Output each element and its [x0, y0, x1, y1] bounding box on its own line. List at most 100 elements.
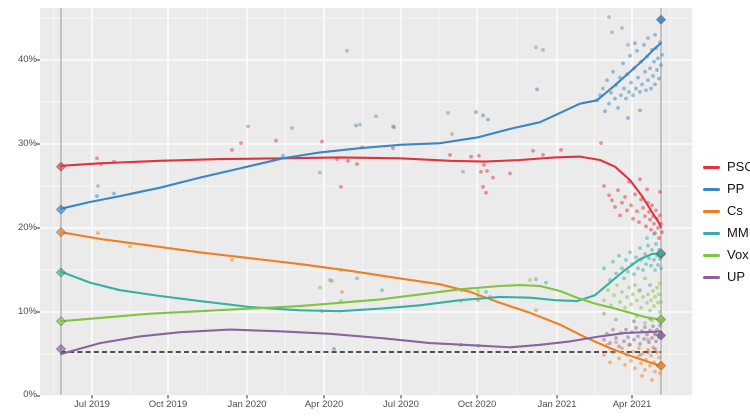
poll-point-mm	[634, 255, 638, 260]
poll-point-up	[638, 342, 642, 346]
x-tick-label: Apr 2021	[612, 399, 652, 410]
poll-point-up	[624, 327, 628, 332]
poll-point-mm	[641, 268, 645, 272]
legend-swatch-up	[703, 275, 720, 279]
poll-point-mm	[656, 263, 660, 267]
poll-point-cs	[629, 358, 633, 363]
poll-point-mm	[614, 271, 618, 276]
poll-point-up	[646, 350, 650, 355]
poll-point-pp	[635, 48, 639, 53]
poll-point-vox	[625, 294, 629, 299]
poll-point-mm	[649, 263, 653, 268]
poll-point-up	[622, 339, 626, 344]
poll-point-pp	[629, 80, 633, 85]
result-2019-psoe	[55, 161, 67, 172]
legend-label-vox: Vox	[727, 247, 749, 262]
y-tick-label: 40%	[17, 54, 37, 65]
poll-point-cs	[648, 363, 652, 368]
poll-point-pp	[651, 74, 655, 78]
legend-label-cs: Cs	[727, 203, 743, 218]
legend-label-mm: MM	[727, 225, 749, 240]
poll-point-vox	[641, 294, 645, 299]
poll-point-pp	[642, 42, 646, 47]
poll-point-psoe	[95, 156, 99, 161]
poll-point-psoe	[643, 214, 647, 219]
poll-point-pp	[640, 82, 644, 87]
trend-line-pp	[59, 42, 663, 210]
poll-point-psoe	[602, 184, 606, 188]
poll-point-pp	[638, 108, 642, 113]
poll-point-psoe	[647, 210, 651, 214]
poll-point-psoe	[633, 192, 637, 197]
poll-point-pp	[656, 56, 660, 61]
poll-point-other	[626, 42, 630, 47]
poll-point-pp	[603, 109, 607, 114]
poll-point-up	[638, 352, 642, 357]
poll-point-other	[614, 317, 618, 322]
result-2019-mm	[55, 267, 67, 278]
poll-point-pp	[633, 41, 637, 46]
legend-item-up: UP	[703, 269, 750, 285]
legend-swatch-vox	[703, 253, 720, 257]
plot-background	[40, 8, 692, 395]
poll-point-mm	[328, 278, 332, 282]
poll-point-cs	[641, 351, 645, 356]
poll-point-vox	[652, 304, 656, 309]
result-2021-pp	[655, 14, 667, 25]
poll-point-mm	[624, 258, 628, 262]
legend-item-pp: PP	[703, 181, 750, 197]
poll-point-pp	[652, 59, 656, 64]
poll-point-pp	[631, 93, 635, 98]
poll-point-pp	[655, 68, 659, 72]
poll-point-mm	[653, 268, 657, 272]
poll-point-up	[611, 327, 615, 332]
poll-point-other	[96, 184, 100, 188]
poll-point-up	[653, 331, 657, 336]
poll-point-up	[632, 337, 636, 342]
poll-point-vox	[623, 305, 627, 310]
poll-point-up	[651, 324, 655, 329]
poll-point-vox	[627, 285, 631, 290]
poll-point-psoe	[355, 162, 359, 167]
trend-line-up	[59, 328, 663, 356]
poll-point-pp	[474, 110, 478, 114]
poll-point-pp	[609, 90, 613, 95]
poll-point-psoe	[657, 236, 661, 240]
poll-point-vox	[656, 300, 660, 305]
poll-point-other	[446, 111, 450, 115]
poll-point-mm	[638, 246, 642, 251]
poll-point-vox	[643, 321, 647, 325]
poll-point-vox	[609, 303, 613, 308]
poll-point-pp	[646, 78, 650, 83]
poll-point-psoe	[631, 216, 635, 221]
y-tick-label: 30%	[17, 138, 37, 149]
poll-point-psoe	[448, 153, 452, 157]
poll-point-vox	[639, 305, 643, 310]
poll-point-other	[374, 114, 378, 119]
poll-point-psoe	[660, 230, 664, 235]
legend-swatch-mm	[703, 231, 720, 235]
poll-point-vox	[606, 288, 610, 293]
poll-point-psoe	[639, 197, 643, 202]
poll-point-pp	[653, 82, 657, 87]
y-tick-label: 20%	[17, 222, 37, 233]
poll-point-cs	[637, 346, 641, 351]
poll-point-pp	[112, 191, 116, 196]
poll-point-vox	[643, 276, 647, 281]
poll-point-psoe	[531, 148, 535, 153]
poll-point-mm	[650, 247, 654, 252]
poll-point-cs	[96, 231, 100, 235]
poll-point-other	[541, 48, 545, 52]
poll-point-pp	[613, 96, 617, 101]
poll-point-pp	[535, 87, 539, 92]
y-tick-label: 0%	[23, 389, 37, 400]
poll-point-mm	[534, 277, 538, 282]
poll-point-mm	[628, 250, 632, 255]
poll-point-vox	[658, 281, 662, 286]
poll-point-cs	[620, 346, 624, 351]
poll-point-mm	[652, 258, 656, 262]
poll-point-up	[653, 347, 657, 351]
poll-point-cs	[655, 350, 659, 355]
poll-point-up	[602, 337, 606, 342]
